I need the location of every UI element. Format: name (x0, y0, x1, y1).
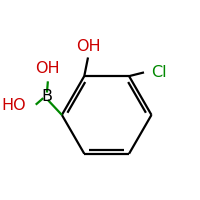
Text: B: B (41, 89, 52, 104)
Text: OH: OH (36, 61, 60, 76)
Text: HO: HO (2, 98, 26, 113)
Text: OH: OH (76, 39, 100, 54)
Text: Cl: Cl (151, 65, 167, 80)
